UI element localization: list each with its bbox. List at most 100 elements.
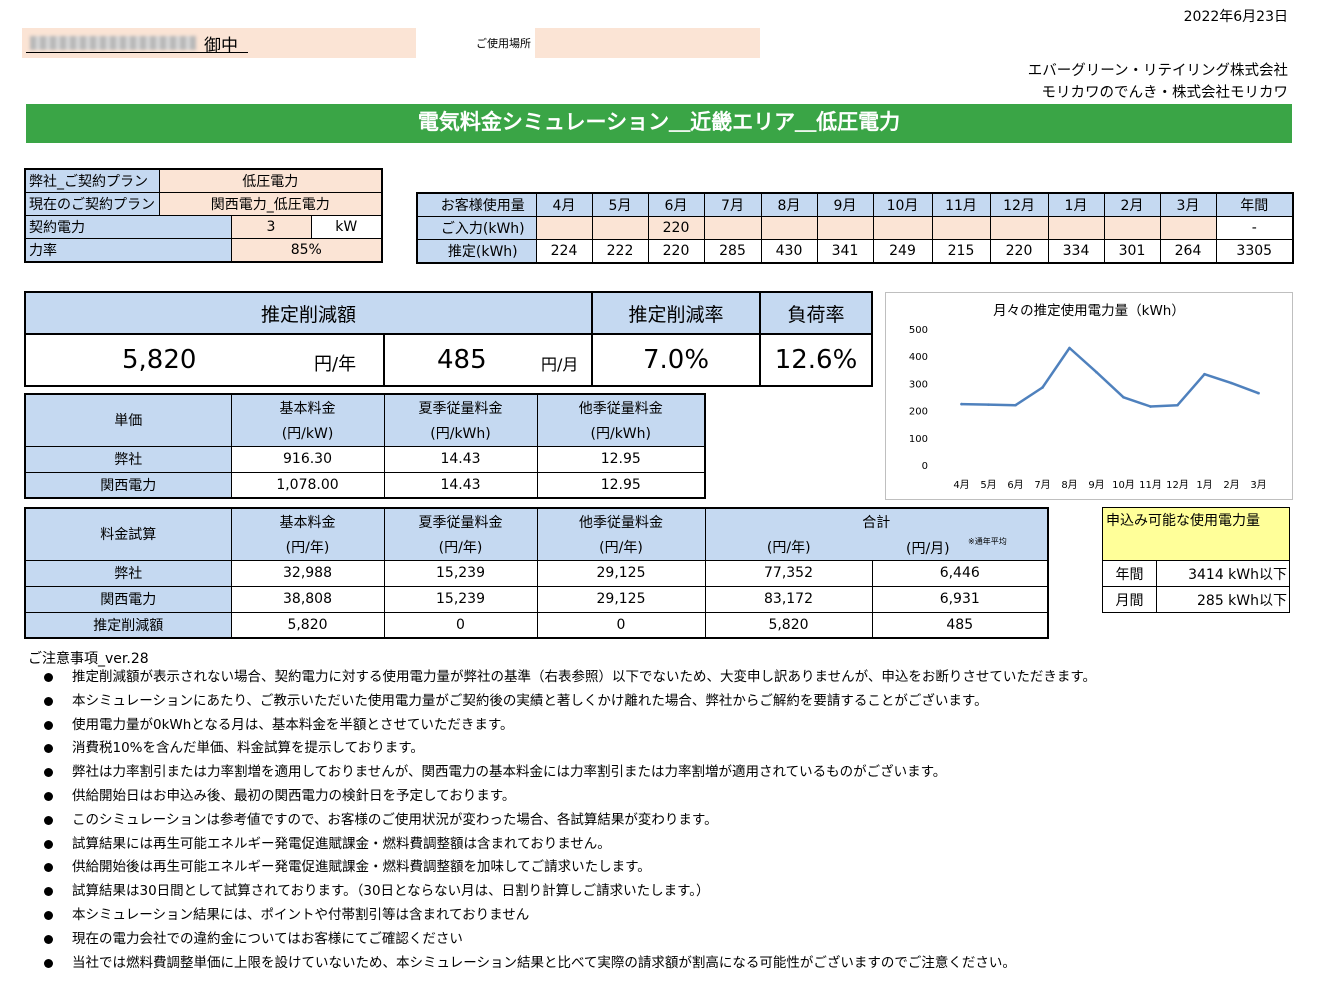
note-text: 試算結果には再生可能エネルギー発電促進賦課金・燃料費調整額は含まれておりません。 bbox=[72, 835, 611, 852]
usage-estimate-row: 推定(kWh) 224 222 220 285 430 341 249 215 … bbox=[416, 239, 1294, 264]
unit-price-cell: 916.30 bbox=[230, 445, 385, 473]
fee-unit: (円/年) bbox=[230, 534, 385, 561]
usage-table: お客様使用量 4月 5月 6月 7月 8月 9月 10月 11月 12月 1月 … bbox=[416, 192, 1294, 264]
note-item: 試算結果には再生可能エネルギー発電促進賦課金・燃料費調整額は含まれておりません。 bbox=[40, 833, 1300, 857]
usage-input-cell[interactable] bbox=[591, 216, 649, 240]
month-header: 11月 bbox=[931, 192, 991, 217]
usage-input-cell[interactable] bbox=[1103, 216, 1161, 240]
note-item: 推定削減額が表示されない場合、契約電力に対する使用電力量が弊社の基準（右表参照）… bbox=[40, 666, 1300, 690]
y-tick-label: 500 bbox=[909, 325, 928, 336]
usage-estimate-cell: 285 bbox=[703, 239, 762, 264]
usage-input-cell[interactable] bbox=[1159, 216, 1217, 240]
unit-price-title: 単価 bbox=[24, 393, 232, 447]
note-item: 消費税10%を含んだ単価、料金試算を提示しております。 bbox=[40, 737, 1300, 761]
unit-price-row-label: 弊社 bbox=[24, 445, 232, 473]
note-text: 試算結果は30日間として試算されております。（30日とならない月は、日割り計算し… bbox=[72, 883, 710, 900]
y-tick-label: 300 bbox=[909, 379, 928, 390]
note-text: このシミュレーションは参考値ですので、お客様のご使用状況が変わった場合、各試算結… bbox=[72, 811, 718, 828]
unit-price-cell: 1,078.00 bbox=[230, 471, 385, 499]
usage-input-cell[interactable]: 220 bbox=[647, 216, 705, 240]
y-tick-label: 100 bbox=[909, 434, 928, 445]
fee-table: 料金試算 基本料金 夏季従量料金 他季従量料金 合計 (円/年) (円/年) (… bbox=[24, 507, 1049, 639]
bullet-icon bbox=[44, 673, 53, 682]
x-tick-label: 4月 bbox=[953, 479, 969, 491]
usage-input-cell[interactable] bbox=[535, 216, 593, 240]
load-factor-label: 負荷率 bbox=[759, 291, 874, 335]
usage-header-label: お客様使用量 bbox=[416, 192, 537, 217]
banner-title: 電気料金シミュレーション＿近畿エリア＿低圧電力 bbox=[417, 110, 901, 134]
usage-input-label: ご入力(kWh) bbox=[416, 216, 537, 240]
usage-estimate-cell: 215 bbox=[931, 239, 991, 264]
fee-cell: 485 bbox=[871, 611, 1049, 639]
usage-input-cell[interactable] bbox=[989, 216, 1049, 240]
x-tick-label: 12月 bbox=[1166, 479, 1189, 491]
usage-input-cell[interactable] bbox=[816, 216, 874, 240]
unit-price-col: 夏季従量料金 bbox=[383, 393, 538, 420]
unit-price-cell: 14.43 bbox=[383, 471, 538, 499]
note-item: 現在の電力会社での違約金についてはお客様にてご確認ください bbox=[40, 928, 1300, 952]
unit-price-cell: 14.43 bbox=[383, 445, 538, 473]
load-factor-value: 12.6% bbox=[759, 333, 874, 387]
bullet-icon bbox=[44, 791, 53, 801]
customer-suffix: 御中 bbox=[204, 36, 238, 56]
fee-cell: 77,352 bbox=[704, 559, 873, 587]
current-plan-label: 現在のご契約プラン bbox=[24, 192, 160, 216]
x-tick-label: 6月 bbox=[1007, 479, 1023, 491]
data-point bbox=[1068, 346, 1071, 350]
usage-input-row: ご入力(kWh) 220 - bbox=[416, 216, 1294, 240]
reduction-label: 推定削減額 bbox=[23, 291, 594, 335]
fee-cell: 15,239 bbox=[383, 585, 538, 613]
available-usage-table: 申込み可能な使用電力量 年間 3414 kWh以下 月間 285 kWh以下 bbox=[1102, 507, 1290, 613]
fee-col: 夏季従量料金 bbox=[383, 507, 538, 534]
usage-estimate-cell: 224 bbox=[535, 239, 593, 264]
usage-estimate-cell: 334 bbox=[1047, 239, 1105, 264]
fee-cell: 29,125 bbox=[536, 585, 706, 613]
unit-price-unit: (円/kWh) bbox=[536, 420, 706, 447]
usage-estimate-cell: 220 bbox=[647, 239, 705, 264]
x-tick-label: 7月 bbox=[1034, 479, 1050, 491]
notes-title: ご注意事項_ver.28 bbox=[28, 651, 149, 667]
note-text: 消費税10%を含んだ単価、料金試算を提示しております。 bbox=[72, 740, 424, 757]
data-point bbox=[1203, 372, 1206, 376]
chart-title: 月々の推定使用電力量（kWh） bbox=[993, 303, 1185, 319]
monthly-reduction-cell: 485 円/月 bbox=[382, 333, 594, 387]
x-tick-label: 3月 bbox=[1250, 479, 1266, 491]
month-header: 10月 bbox=[872, 192, 933, 217]
bullet-icon bbox=[44, 863, 53, 873]
bullet-icon bbox=[44, 744, 53, 754]
fee-row-label: 推定削減額 bbox=[24, 611, 232, 639]
usage-input-cell[interactable] bbox=[872, 216, 933, 240]
available-month-row: 月間 285 kWh以下 bbox=[1102, 586, 1290, 613]
usage-place-label: ご使用場所 bbox=[476, 37, 531, 50]
data-point bbox=[1149, 405, 1152, 408]
fee-cell: 6,446 bbox=[871, 559, 1049, 587]
note-item: 供給開始日はお申込み後、最初の関西電力の検針日を予定しております。 bbox=[40, 785, 1300, 809]
month-header: 9月 bbox=[816, 192, 874, 217]
annual-reduction-value: 5,820 bbox=[122, 345, 197, 375]
series-line bbox=[960, 346, 1260, 408]
available-year-label: 年間 bbox=[1102, 560, 1157, 587]
fee-unit-monthly-cell: (円/月) ※通年平均 bbox=[872, 534, 1049, 561]
note-text: 当社では燃料費調整単価に上限を設けていないため、本シミュレーション結果と比べて実… bbox=[72, 954, 1016, 971]
usage-estimate-label: 推定(kWh) bbox=[416, 239, 537, 264]
bullet-icon bbox=[44, 910, 53, 920]
x-tick-label: 10月 bbox=[1112, 479, 1135, 491]
note-item: 本シミュレーションにあたり、ご教示いただいた使用電力量がご契約後の実績と著しくか… bbox=[40, 690, 1300, 714]
note-item: 弊社は力率割引または力率割増を適用しておりませんが、関西電力の基本料金には力率割… bbox=[40, 761, 1300, 785]
data-point bbox=[987, 403, 990, 406]
available-title-row: 申込み可能な使用電力量 bbox=[1102, 507, 1290, 561]
usage-place-field bbox=[535, 28, 760, 58]
usage-input-cell[interactable] bbox=[1047, 216, 1105, 240]
usage-input-cell[interactable] bbox=[931, 216, 991, 240]
month-header: 3月 bbox=[1159, 192, 1217, 217]
summary-header-row: 推定削減額 推定削減率 負荷率 bbox=[23, 291, 874, 335]
bullet-icon bbox=[44, 839, 53, 849]
reduction-rate-value: 7.0% bbox=[591, 333, 762, 387]
reduction-rate-label: 推定削減率 bbox=[591, 291, 762, 335]
usage-input-cell[interactable] bbox=[760, 216, 818, 240]
power-factor-value: 85% bbox=[230, 238, 383, 263]
our-plan-value: 低圧電力 bbox=[158, 168, 383, 193]
fee-cell: 5,820 bbox=[704, 611, 873, 639]
usage-input-cell[interactable] bbox=[703, 216, 762, 240]
usage-estimate-cell: 341 bbox=[816, 239, 874, 264]
